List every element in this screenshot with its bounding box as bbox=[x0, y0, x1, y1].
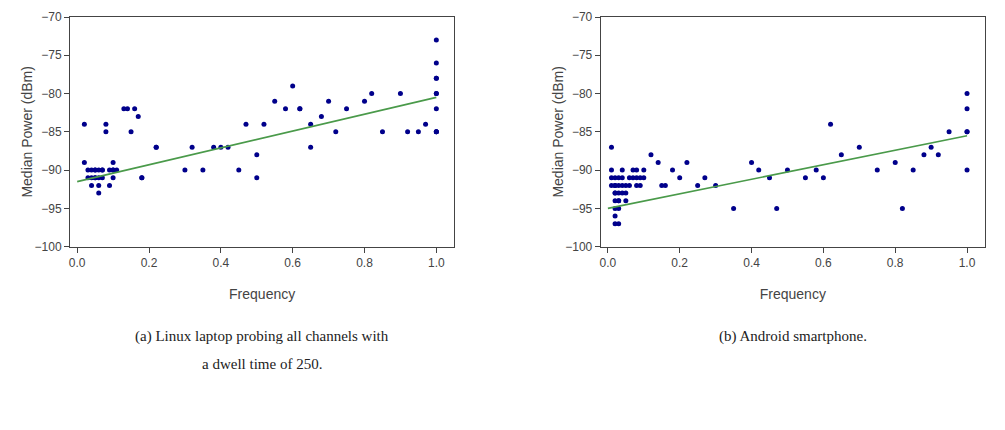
svg-text:0.0: 0.0 bbox=[600, 256, 617, 270]
svg-text:−90: −90 bbox=[41, 163, 62, 177]
svg-text:Frequency: Frequency bbox=[229, 286, 295, 302]
svg-text:−90: −90 bbox=[572, 163, 593, 177]
svg-text:1.0: 1.0 bbox=[428, 256, 445, 270]
svg-text:−95: −95 bbox=[572, 202, 593, 216]
svg-text:−70: −70 bbox=[41, 10, 62, 24]
svg-text:−100: −100 bbox=[565, 240, 592, 254]
svg-text:a dwell time of 250.: a dwell time of 250. bbox=[202, 356, 322, 372]
svg-text:−85: −85 bbox=[41, 125, 62, 139]
svg-text:−70: −70 bbox=[572, 10, 593, 24]
svg-text:Median Power (dBm): Median Power (dBm) bbox=[550, 66, 566, 198]
svg-text:0.4: 0.4 bbox=[213, 256, 230, 270]
svg-text:−75: −75 bbox=[41, 48, 62, 62]
svg-text:0.0: 0.0 bbox=[69, 256, 86, 270]
svg-text:0.2: 0.2 bbox=[671, 256, 688, 270]
svg-text:−85: −85 bbox=[572, 125, 593, 139]
svg-text:0.6: 0.6 bbox=[284, 256, 301, 270]
svg-text:0.4: 0.4 bbox=[743, 256, 760, 270]
svg-text:0.6: 0.6 bbox=[815, 256, 832, 270]
svg-text:−80: −80 bbox=[41, 87, 62, 101]
svg-text:Frequency: Frequency bbox=[760, 286, 826, 302]
svg-text:−75: −75 bbox=[572, 48, 593, 62]
svg-text:(a) Linux laptop probing all c: (a) Linux laptop probing all channels wi… bbox=[135, 328, 389, 345]
svg-text:0.8: 0.8 bbox=[356, 256, 373, 270]
svg-text:Median Power (dBm): Median Power (dBm) bbox=[19, 66, 35, 198]
svg-text:1.0: 1.0 bbox=[959, 256, 976, 270]
svg-text:−95: −95 bbox=[41, 202, 62, 216]
svg-text:0.2: 0.2 bbox=[141, 256, 158, 270]
svg-text:−80: −80 bbox=[572, 87, 593, 101]
svg-text:0.8: 0.8 bbox=[887, 256, 904, 270]
svg-text:−100: −100 bbox=[35, 240, 62, 254]
svg-text:(b) Android smartphone.: (b) Android smartphone. bbox=[719, 328, 867, 345]
